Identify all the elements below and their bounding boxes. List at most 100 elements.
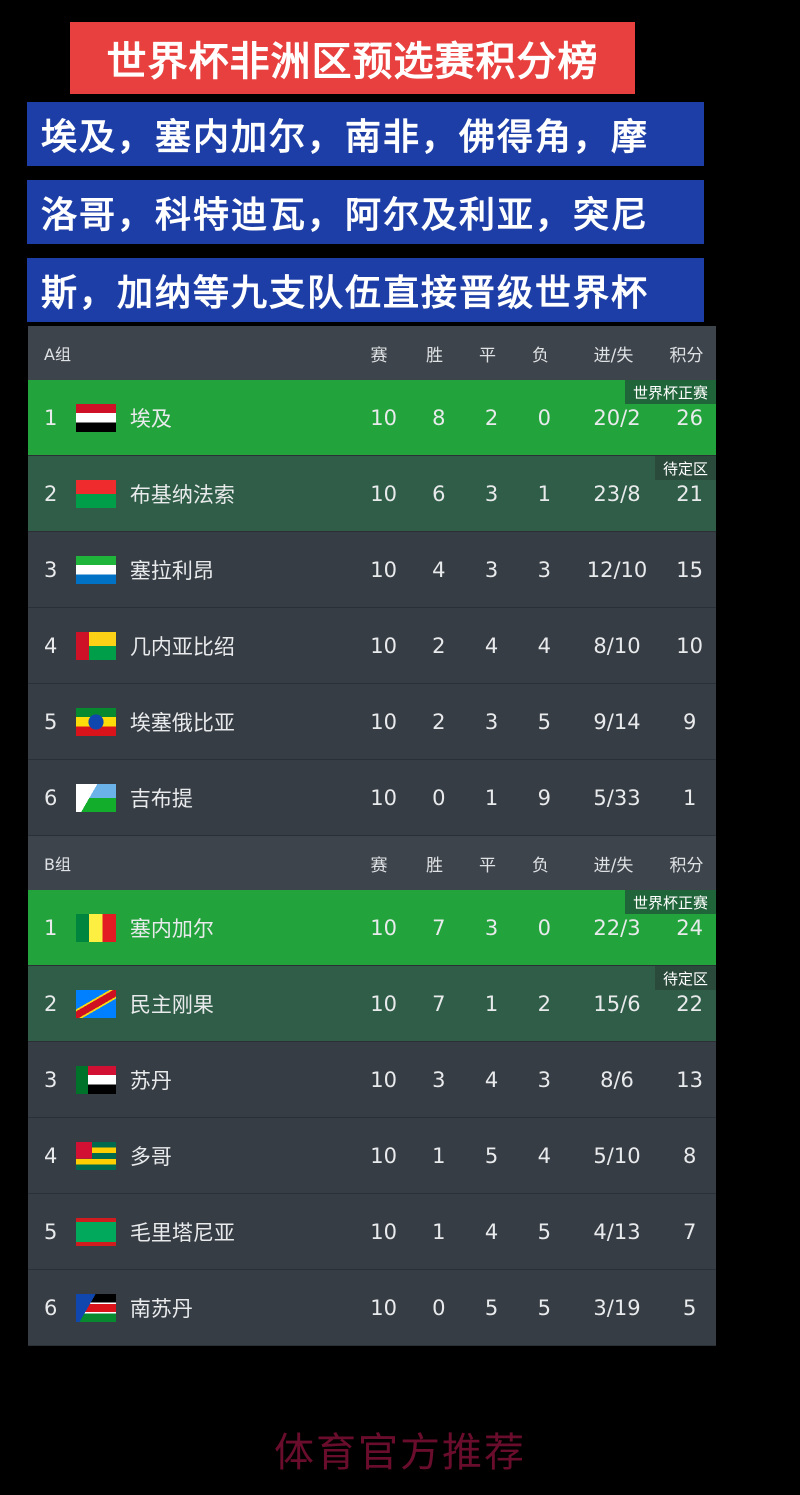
table-row[interactable]: 1 埃及 10 8 2 0 20/2 26 世界杯正赛	[28, 380, 716, 456]
column-header: 进/失	[593, 855, 634, 876]
team-rank: 3	[44, 1067, 58, 1092]
stat-w: 7	[432, 915, 446, 940]
column-header: 赛	[370, 345, 388, 366]
subtitle-line: 埃及，塞内加尔，南非，佛得角，摩	[27, 102, 704, 166]
stat-d: 4	[484, 1067, 499, 1092]
stat-gd: 15/6	[593, 991, 641, 1016]
table-row[interactable]: 4 多哥 10 1 5 4 5/10 8	[28, 1118, 716, 1194]
stat-gd: 9/14	[593, 709, 641, 734]
sudan-flag	[75, 1065, 116, 1094]
south-sudan-flag	[75, 1293, 116, 1322]
team-rank: 6	[44, 1295, 58, 1320]
stat-w: 0	[432, 785, 446, 810]
stat-p: 10	[370, 405, 397, 430]
stat-pts: 9	[682, 709, 697, 734]
guinea-bissau-flag	[75, 631, 116, 660]
status-badge: 待定区	[654, 966, 716, 990]
stat-d: 3	[484, 481, 499, 506]
stat-p: 10	[370, 785, 397, 810]
dr-congo-flag	[75, 989, 116, 1018]
stat-l: 5	[537, 709, 552, 734]
team-name: 埃塞俄比亚	[129, 710, 235, 735]
team-name: 苏丹	[129, 1068, 172, 1093]
stat-l: 0	[537, 405, 552, 430]
stat-gd: 23/8	[593, 481, 641, 506]
team-name: 毛里塔尼亚	[129, 1220, 235, 1245]
team-name: 民主刚果	[129, 992, 214, 1017]
stat-pts: 10	[676, 633, 703, 658]
team-rank: 1	[44, 405, 58, 430]
column-header: 胜	[426, 345, 443, 366]
table-row[interactable]: 2 民主刚果 10 7 1 2 15/6 22 待定区	[28, 966, 716, 1042]
group-name: B组	[44, 855, 71, 874]
column-header: 积分	[669, 345, 704, 366]
stat-d: 5	[484, 1295, 499, 1320]
team-rank: 2	[44, 481, 58, 506]
team-rank: 3	[44, 557, 58, 582]
mauritania-flag	[75, 1217, 116, 1246]
stat-pts: 21	[676, 481, 703, 506]
stat-l: 0	[537, 915, 552, 940]
stat-w: 1	[432, 1219, 446, 1244]
stat-p: 10	[370, 557, 397, 582]
stat-l: 1	[537, 481, 552, 506]
djibouti-flag	[75, 783, 116, 812]
stat-d: 2	[484, 405, 499, 430]
stat-gd: 5/10	[593, 1143, 641, 1168]
stat-gd: 8/6	[600, 1067, 634, 1092]
stat-gd: 3/19	[593, 1295, 641, 1320]
team-name: 南苏丹	[129, 1296, 193, 1321]
stat-d: 1	[484, 785, 499, 810]
stat-w: 4	[432, 557, 446, 582]
team-rank: 4	[44, 1143, 58, 1168]
table-row[interactable]: 5 埃塞俄比亚 10 2 3 5 9/14 9	[28, 684, 716, 760]
team-name: 埃及	[129, 406, 172, 431]
stat-p: 10	[370, 709, 397, 734]
stat-l: 4	[537, 633, 552, 658]
subtitle-line: 斯，加纳等九支队伍直接晋级世界杯	[27, 258, 704, 322]
table-row[interactable]: 6 南苏丹 10 0 5 5 3/19 5	[28, 1270, 716, 1346]
team-name: 吉布提	[129, 786, 193, 811]
stat-d: 3	[484, 915, 499, 940]
team-rank: 6	[44, 785, 58, 810]
stat-p: 10	[370, 633, 397, 658]
status-badge: 世界杯正赛	[624, 380, 716, 404]
stat-p: 10	[370, 481, 397, 506]
column-header: 积分	[669, 855, 704, 876]
status-badge: 待定区	[654, 456, 716, 480]
column-header: 平	[479, 345, 496, 366]
team-rank: 5	[44, 709, 58, 734]
stat-p: 10	[370, 915, 397, 940]
sierra-leone-flag	[75, 555, 116, 584]
senegal-flag	[75, 913, 116, 942]
stat-w: 3	[432, 1067, 446, 1092]
table-row[interactable]: 2 布基纳法索 10 6 3 1 23/8 21 待定区	[28, 456, 716, 532]
stat-d: 1	[484, 991, 499, 1016]
stat-p: 10	[370, 1067, 397, 1092]
table-row[interactable]: 5 毛里塔尼亚 10 1 4 5 4/13 7	[28, 1194, 716, 1270]
stat-gd: 12/10	[586, 557, 648, 582]
table-row[interactable]: 4 几内亚比绍 10 2 4 4 8/10 10	[28, 608, 716, 684]
group-header: B组 赛 胜 平 负 进/失 积分	[28, 836, 716, 890]
table-row[interactable]: 6 吉布提 10 0 1 9 5/33 1	[28, 760, 716, 836]
stat-p: 10	[370, 1143, 397, 1168]
stat-w: 8	[432, 405, 446, 430]
stat-d: 4	[484, 633, 499, 658]
stat-l: 3	[537, 1067, 552, 1092]
stat-pts: 22	[676, 991, 703, 1016]
table-row[interactable]: 3 苏丹 10 3 4 3 8/6 13	[28, 1042, 716, 1118]
stat-d: 3	[484, 709, 499, 734]
stat-gd: 4/13	[593, 1219, 641, 1244]
stat-w: 2	[432, 709, 446, 734]
team-name: 塞拉利昂	[129, 558, 214, 583]
column-header: 负	[532, 345, 549, 366]
footer-text: 体育官方推荐	[274, 1430, 526, 1476]
table-row[interactable]: 1 塞内加尔 10 7 3 0 22/3 24 世界杯正赛	[28, 890, 716, 966]
team-rank: 4	[44, 633, 58, 658]
stat-l: 3	[537, 557, 552, 582]
column-header: 负	[532, 855, 549, 876]
table-row[interactable]: 3 塞拉利昂 10 4 3 3 12/10 15	[28, 532, 716, 608]
togo-flag	[75, 1141, 116, 1170]
group-name: A组	[44, 345, 71, 364]
stat-d: 5	[484, 1143, 499, 1168]
